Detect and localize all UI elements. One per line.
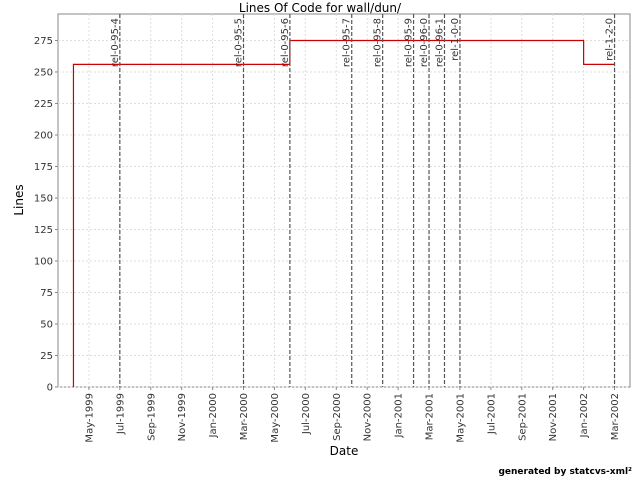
x-tick-label: Nov-2001 <box>548 393 559 441</box>
marker-label: rel-0-95-7 <box>342 18 353 67</box>
x-tick-label: Jul-2001 <box>486 393 497 435</box>
x-tick-label: Jul-2000 <box>301 393 312 435</box>
marker-label: rel-0-96-0 <box>419 18 430 67</box>
y-tick-label: 25 <box>40 351 53 362</box>
y-tick-label: 175 <box>34 162 53 173</box>
x-tick-label: Jan-2001 <box>394 393 405 438</box>
y-tick-label: 0 <box>47 383 53 394</box>
x-tick-label: May-2001 <box>455 393 466 443</box>
x-axis-label: Date <box>330 444 359 458</box>
marker-label: rel-0-95-9 <box>404 18 415 67</box>
y-tick-label: 200 <box>34 130 53 141</box>
x-tick-label: Sep-2001 <box>517 393 528 441</box>
y-tick-label: 275 <box>34 36 53 47</box>
x-tick-label: Mar-2001 <box>425 393 436 440</box>
marker-label: rel-0-96-1 <box>434 18 445 67</box>
y-tick-label: 75 <box>40 288 53 299</box>
marker-label: rel-0-95-5 <box>234 18 245 67</box>
y-tick-label: 125 <box>34 225 53 236</box>
x-tick-label: Nov-1999 <box>177 393 188 441</box>
x-tick-label: Mar-2002 <box>610 393 621 440</box>
marker-label: rel-1-2-0 <box>605 18 616 61</box>
x-tick-label: May-1999 <box>84 393 95 443</box>
x-tick-label: Jul-1999 <box>115 393 126 435</box>
x-tick-label: Jan-2002 <box>579 393 590 438</box>
y-tick-label: 250 <box>34 67 53 78</box>
y-tick-label: 150 <box>34 193 53 204</box>
x-tick-label: Mar-2000 <box>239 393 250 440</box>
x-tick-label: Sep-1999 <box>146 393 157 441</box>
marker-label: rel-0-95-4 <box>110 18 121 67</box>
x-tick-label: May-2000 <box>270 393 281 443</box>
x-tick-label: Sep-2000 <box>332 393 343 441</box>
chart-title: Lines Of Code for wall/dun/ <box>239 1 402 15</box>
footer: generated by statcvs-xml² <box>498 467 632 477</box>
y-tick-label: 50 <box>40 319 53 330</box>
y-tick-label: 100 <box>34 256 53 267</box>
marker-label: rel-0-95-6 <box>280 18 291 67</box>
x-tick-label: Nov-2000 <box>363 393 374 441</box>
plot-area <box>57 13 631 388</box>
marker-label: rel-1-0-0 <box>450 18 461 61</box>
x-tick-label: Jan-2000 <box>208 393 219 438</box>
marker-label: rel-0-95-8 <box>373 18 384 67</box>
y-tick-label: 225 <box>34 99 53 110</box>
y-axis-label: Lines <box>12 184 26 215</box>
